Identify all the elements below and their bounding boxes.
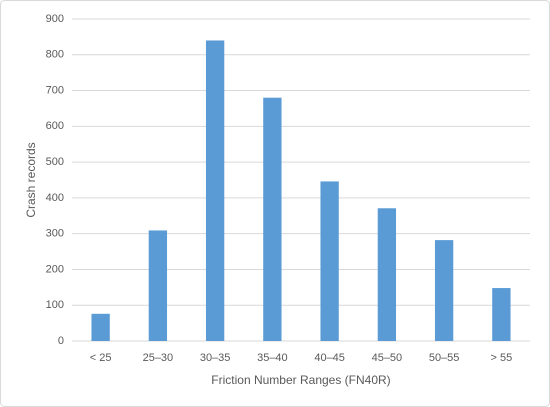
x-tick-label: 35–40 bbox=[257, 352, 288, 364]
x-tick-label: 40–45 bbox=[314, 352, 345, 364]
x-tick-label: < 25 bbox=[90, 352, 112, 364]
y-tick-label: 500 bbox=[46, 156, 64, 168]
bar bbox=[434, 240, 454, 341]
bar bbox=[91, 313, 110, 341]
y-tick-label: 300 bbox=[46, 228, 64, 240]
x-tick-label: 50–55 bbox=[429, 352, 460, 364]
y-tick-label: 400 bbox=[46, 192, 64, 204]
x-tick-label: 30–35 bbox=[200, 352, 231, 364]
bar bbox=[492, 288, 511, 341]
y-tick-label: 800 bbox=[46, 49, 64, 61]
y-tick-label: 0 bbox=[58, 335, 64, 347]
x-tick-label: > 55 bbox=[491, 352, 513, 364]
y-tick-label: 700 bbox=[46, 84, 64, 96]
y-tick-label: 100 bbox=[46, 299, 64, 311]
y-tick-label: 900 bbox=[46, 13, 64, 25]
y-axis-title: Crash records bbox=[24, 142, 38, 217]
y-tick-label: 200 bbox=[46, 263, 64, 275]
bar bbox=[148, 230, 168, 341]
bar bbox=[205, 40, 225, 341]
x-axis-title: Friction Number Ranges (FN40R) bbox=[211, 373, 390, 387]
y-tick-label: 600 bbox=[46, 120, 64, 132]
bar bbox=[263, 97, 282, 341]
bar bbox=[320, 181, 339, 341]
x-tick-label: 25–30 bbox=[143, 352, 174, 364]
x-tick-label: 45–50 bbox=[372, 352, 403, 364]
bar bbox=[377, 208, 397, 341]
